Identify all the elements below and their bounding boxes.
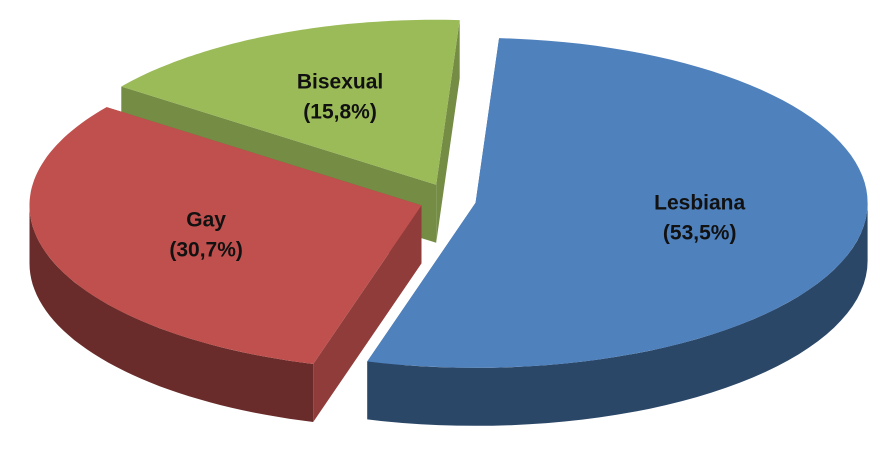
slice-value-label: (15,8%)	[303, 101, 377, 124]
slice-side	[367, 202, 868, 426]
slice-cut-face	[436, 20, 460, 243]
slice-label: Bisexual	[297, 71, 383, 94]
slice-side	[29, 205, 314, 422]
slice	[367, 38, 868, 426]
slice-cut-face	[313, 205, 422, 422]
slice-label: Gay	[186, 209, 226, 232]
slice	[29, 107, 422, 422]
slice-top	[121, 19, 460, 185]
slice-value-label: (30,7%)	[169, 239, 243, 262]
slice-top	[367, 38, 868, 368]
slice-value-label: (53,5%)	[663, 222, 737, 245]
slice-top	[29, 107, 422, 364]
slice-label: Lesbiana	[654, 192, 745, 215]
